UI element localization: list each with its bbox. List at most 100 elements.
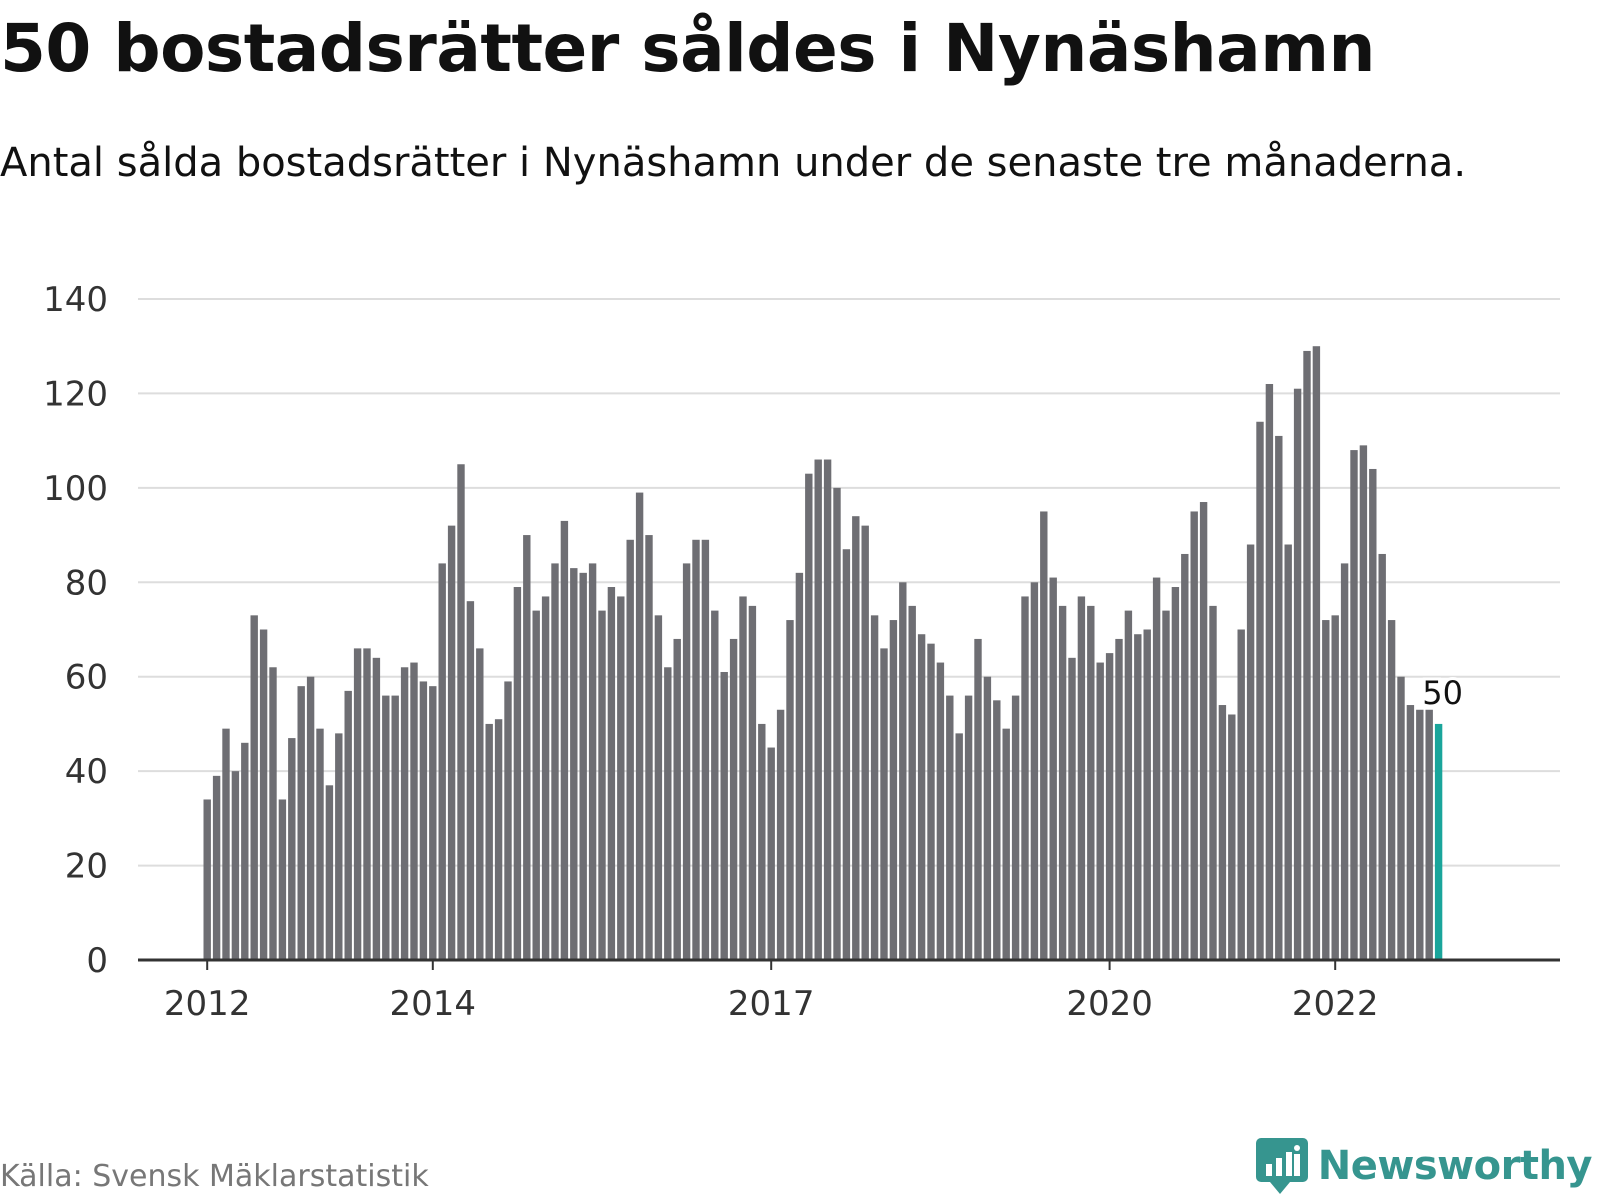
bar — [1068, 657, 1076, 960]
bar — [1190, 511, 1198, 960]
bar — [889, 620, 898, 960]
bar — [748, 605, 757, 960]
bar — [523, 535, 531, 960]
brand-logo: Newsworthy — [1255, 1138, 1593, 1194]
bar — [316, 728, 324, 960]
bar — [532, 610, 540, 960]
bar — [588, 563, 597, 960]
bar — [570, 568, 578, 960]
bar — [692, 539, 700, 960]
bar — [1369, 468, 1377, 960]
bar — [776, 709, 785, 960]
bar — [560, 520, 569, 960]
bar — [1228, 714, 1236, 960]
x-tick-label: 2014 — [390, 984, 477, 1024]
bar — [259, 629, 268, 960]
bar — [833, 487, 841, 960]
bar — [457, 464, 465, 960]
bar — [654, 615, 663, 960]
bar — [363, 648, 371, 960]
bar — [494, 719, 503, 960]
bars — [203, 346, 1443, 961]
bar — [1303, 350, 1311, 960]
bar — [400, 667, 409, 960]
bar — [1256, 421, 1264, 960]
bar — [212, 775, 221, 960]
bar — [353, 648, 362, 960]
bar — [1406, 705, 1415, 960]
bar — [438, 563, 446, 960]
bar — [1378, 553, 1386, 960]
bar — [1340, 563, 1349, 960]
bar — [1284, 544, 1292, 960]
bar — [513, 587, 522, 960]
bar — [203, 799, 211, 960]
x-tick-label: 2020 — [1066, 984, 1153, 1024]
bar — [720, 671, 728, 960]
bar — [946, 695, 954, 960]
bar — [739, 596, 747, 960]
bar — [1218, 705, 1227, 960]
bar — [1293, 388, 1302, 961]
bar — [1124, 610, 1133, 960]
bar — [476, 648, 484, 960]
bar — [1040, 511, 1048, 960]
bar — [344, 690, 352, 960]
x-tick-label: 2017 — [728, 984, 815, 1024]
bar — [993, 700, 1001, 960]
y-tick-label: 140 — [43, 280, 108, 320]
bar — [1077, 596, 1086, 960]
bar — [1030, 582, 1039, 960]
bar — [1049, 577, 1057, 960]
bar — [729, 638, 738, 960]
bar — [607, 587, 616, 960]
bar — [1312, 346, 1321, 961]
bar — [297, 686, 305, 960]
bar — [1350, 450, 1358, 960]
bar — [701, 539, 710, 960]
x-axis-ticks: 2012 2014 2017 2020 2022 — [164, 960, 1378, 1024]
bar — [682, 563, 691, 960]
bar — [645, 535, 653, 960]
bar — [250, 615, 258, 960]
bar — [917, 634, 926, 960]
bar — [635, 492, 644, 960]
y-tick-label: 20 — [65, 847, 108, 887]
bar — [1134, 634, 1142, 960]
bar — [231, 771, 240, 960]
bar — [447, 525, 456, 960]
source-note: Källa: Svensk Mäklarstatistik — [0, 1159, 429, 1194]
bar — [372, 657, 381, 960]
bar — [1359, 445, 1368, 960]
bar — [1096, 662, 1104, 960]
bar — [664, 667, 672, 960]
bar — [598, 610, 606, 960]
bar — [711, 610, 719, 960]
bar — [504, 681, 512, 960]
bar — [410, 662, 418, 960]
bar — [899, 582, 907, 960]
bar — [1275, 435, 1283, 960]
bar — [288, 738, 296, 960]
chart-subtitle: Antal sålda bostadsrätter i Nynäshamn un… — [0, 140, 1467, 186]
bar — [842, 549, 851, 960]
bar — [974, 638, 982, 960]
bar — [1331, 615, 1339, 960]
bar — [429, 686, 437, 960]
bar — [1425, 709, 1433, 960]
y-tick-label: 0 — [86, 941, 108, 981]
bar — [908, 605, 916, 960]
bar — [1237, 629, 1245, 960]
bar — [955, 733, 963, 960]
bar — [222, 728, 230, 960]
latest-value-label: 50 — [1422, 674, 1463, 712]
bar — [983, 676, 992, 960]
brand-name: Newsworthy — [1317, 1143, 1593, 1189]
bar — [861, 525, 869, 960]
bar — [1397, 676, 1405, 960]
bar — [1265, 383, 1274, 960]
bar — [852, 516, 860, 960]
annotations: 50 — [1419, 671, 1466, 715]
y-axis-tick-labels: 0 20 40 60 80 100 120 140 — [43, 280, 108, 981]
